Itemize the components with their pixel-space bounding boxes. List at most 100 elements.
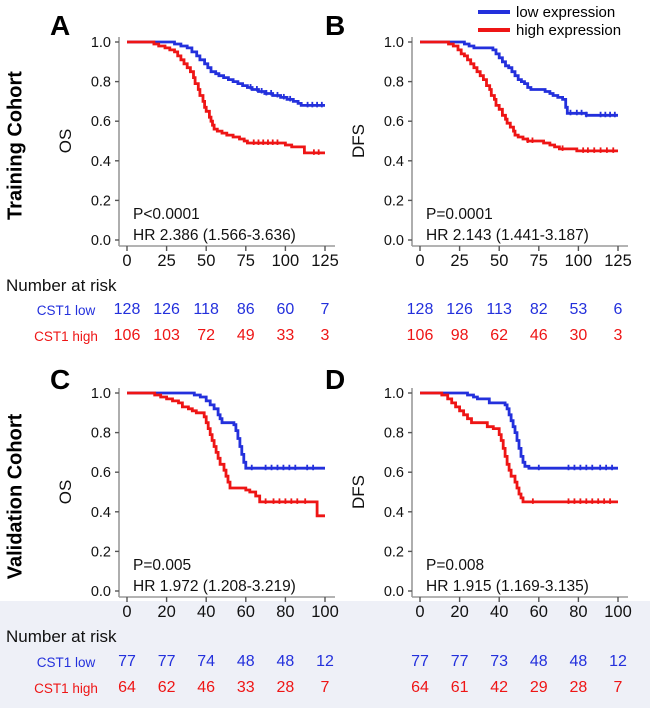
y-tick-label: 0.0 xyxy=(91,584,111,600)
risk-row-label-cst1-high: CST1 high xyxy=(34,329,98,344)
x-tick-label: 40 xyxy=(490,603,508,621)
risk-value: 46 xyxy=(197,679,216,696)
y-tick-label: 0.0 xyxy=(384,584,404,600)
y-tick-label: 0.2 xyxy=(91,193,111,209)
x-tick-label: 0 xyxy=(122,603,131,621)
risk-value: 46 xyxy=(529,327,548,344)
hr-text: HR 2.143 (1.441-3.187) xyxy=(426,227,589,244)
risk-value: 3 xyxy=(320,327,330,344)
risk-value: 60 xyxy=(276,301,295,318)
risk-value: 49 xyxy=(236,327,255,344)
x-tick-label: 75 xyxy=(530,252,548,270)
risk-value: 72 xyxy=(197,327,216,344)
panel-letter-c: C xyxy=(50,364,71,395)
hr-text: HR 2.386 (1.566-3.636) xyxy=(133,227,296,244)
p-value-text: P=0.008 xyxy=(426,557,484,574)
risk-value: 74 xyxy=(197,653,216,670)
risk-value: 118 xyxy=(193,301,219,318)
km-plot-training-dfs: 1.0 0.8 0.6 0.4 0.2 0.0 0 25 50 75 100 125 DFS P=0.00… xyxy=(349,35,632,270)
risk-value: 48 xyxy=(276,653,295,670)
risk-value: 12 xyxy=(316,653,334,670)
km-curve-low xyxy=(420,391,618,470)
risk-value: 98 xyxy=(450,327,469,344)
risk-value: 12 xyxy=(609,653,627,670)
risk-value: 64 xyxy=(118,679,136,696)
risk-value: 77 xyxy=(118,653,136,670)
x-tick-label: 50 xyxy=(197,252,215,270)
y-tick-label: 0.4 xyxy=(91,505,111,521)
risk-value: 29 xyxy=(529,679,548,696)
y-tick-label: 0.6 xyxy=(91,465,111,481)
x-tick-label: 100 xyxy=(311,603,339,621)
risk-value: 33 xyxy=(236,679,255,696)
panel-letter-d: D xyxy=(325,364,346,395)
risk-row-label-cst1-low: CST1 low xyxy=(36,303,96,318)
risk-value: 7 xyxy=(613,679,623,696)
km-curve-high xyxy=(127,391,325,518)
y-tick-label: 0.0 xyxy=(91,233,111,249)
y-axis-title: DFS xyxy=(349,475,368,509)
x-tick-label: 75 xyxy=(237,252,255,270)
legend-label-high: high expression xyxy=(516,21,622,39)
km-plot-validation-dfs: 1.0 0.8 0.6 0.4 0.2 0.0 0 20 40 60 80 100 DFS P=0.008… xyxy=(349,386,632,621)
km-curve-high xyxy=(420,391,618,504)
x-tick-label: 125 xyxy=(604,252,632,270)
x-tick-label: 0 xyxy=(122,252,131,270)
risk-value: 33 xyxy=(276,327,295,344)
risk-value: 62 xyxy=(157,679,176,696)
risk-value: 128 xyxy=(113,301,141,318)
risk-value: 7 xyxy=(320,301,330,318)
number-at-risk-heading: Number at risk xyxy=(6,627,117,646)
risk-row-label-cst1-high: CST1 high xyxy=(34,681,98,696)
x-tick-label: 40 xyxy=(197,603,215,621)
risk-value: 126 xyxy=(153,301,180,318)
x-tick-label: 0 xyxy=(415,252,424,270)
risk-value: 30 xyxy=(569,327,588,344)
risk-value: 103 xyxy=(153,327,180,344)
y-tick-label: 0.8 xyxy=(91,426,111,442)
risk-value: 6 xyxy=(613,301,623,318)
risk-value: 48 xyxy=(529,653,548,670)
y-tick-label: 0.8 xyxy=(384,75,404,91)
risk-value: 86 xyxy=(236,301,255,318)
y-tick-label: 0.4 xyxy=(384,505,404,521)
legend-item-low: low expression xyxy=(478,3,621,21)
risk-value: 106 xyxy=(406,327,434,344)
x-tick-label: 100 xyxy=(565,252,593,270)
km-curve-high xyxy=(420,40,618,153)
y-tick-label: 0.2 xyxy=(384,544,404,560)
risk-value: 106 xyxy=(113,327,141,344)
km-curve-high xyxy=(127,40,325,155)
row-label-training-cohort: Training Cohort xyxy=(4,71,27,220)
y-tick-label: 0.0 xyxy=(384,233,404,249)
risk-row-label-cst1-low: CST1 low xyxy=(36,655,96,670)
y-tick-label: 0.4 xyxy=(384,154,404,170)
x-tick-label: 80 xyxy=(276,603,294,621)
km-plot-validation-os: 1.0 0.8 0.6 0.4 0.2 0.0 0 20 40 60 80 100 OS P=0.005 H… xyxy=(56,386,339,621)
risk-value: 126 xyxy=(446,301,473,318)
hr-text: HR 1.915 (1.169-3.135) xyxy=(426,578,589,595)
y-tick-label: 1.0 xyxy=(384,386,404,402)
legend-label-low: low expression xyxy=(516,3,616,21)
y-tick-label: 0.2 xyxy=(91,544,111,560)
x-tick-label: 25 xyxy=(450,252,468,270)
risk-value: 82 xyxy=(529,301,548,318)
km-plot-training-os: 1.0 0.8 0.6 0.4 0.2 0.0 0 25 50 75 100 125 OS P<0.000… xyxy=(56,35,339,270)
risk-value: 3 xyxy=(613,327,623,344)
y-tick-label: 1.0 xyxy=(91,35,111,51)
risk-value: 61 xyxy=(450,679,469,696)
risk-value: 48 xyxy=(569,653,588,670)
risk-value: 62 xyxy=(490,327,509,344)
risk-value: 64 xyxy=(411,679,429,696)
x-tick-label: 80 xyxy=(569,603,587,621)
legend-line-low-icon xyxy=(478,10,510,14)
risk-value: 53 xyxy=(569,301,588,318)
km-curve-low xyxy=(127,391,325,470)
panel-letter-b: B xyxy=(325,10,346,41)
x-tick-label: 0 xyxy=(415,603,424,621)
p-value-text: P<0.0001 xyxy=(133,206,200,223)
y-tick-label: 1.0 xyxy=(91,386,111,402)
y-tick-label: 0.8 xyxy=(91,75,111,91)
risk-value: 77 xyxy=(411,653,429,670)
p-value-text: P=0.005 xyxy=(133,557,191,574)
